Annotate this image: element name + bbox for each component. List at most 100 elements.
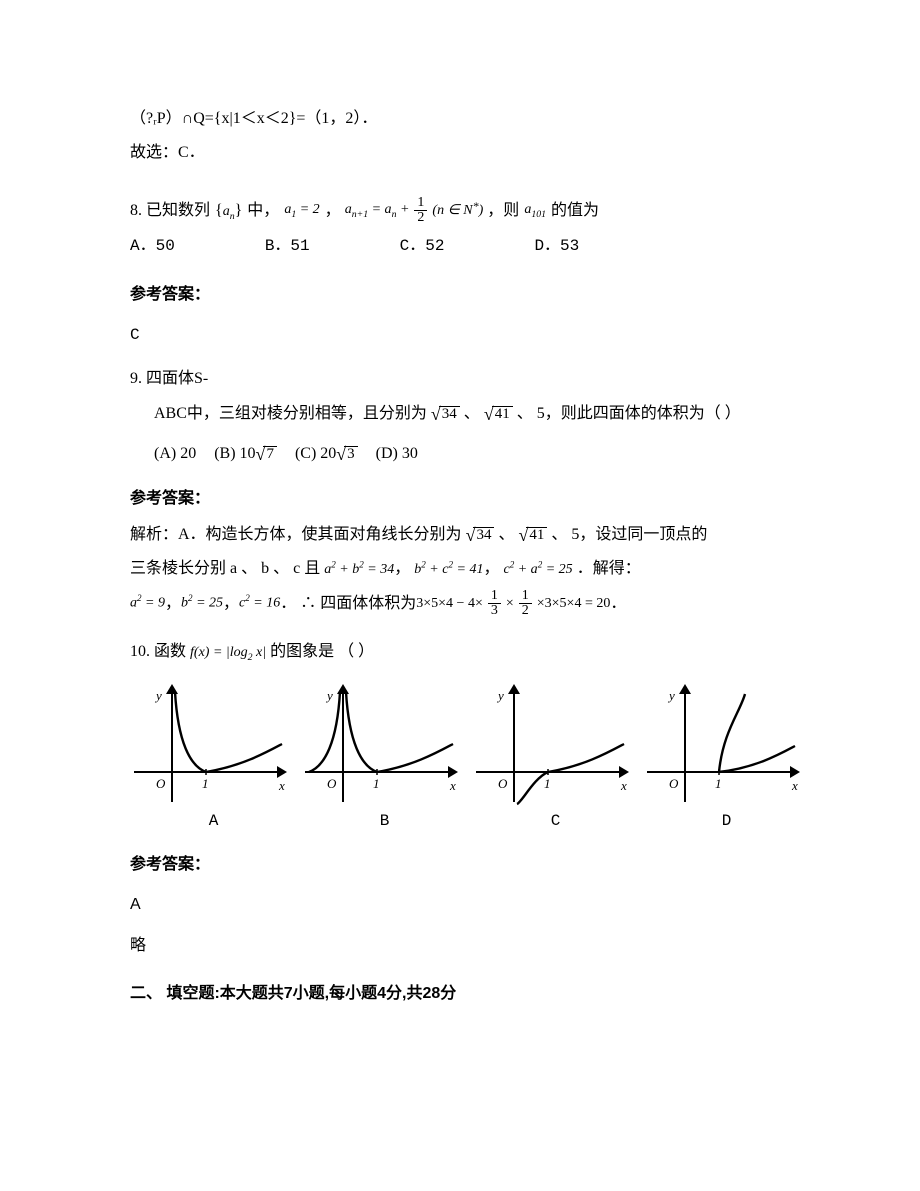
svg-text:x: x [449,778,456,793]
graph-a: yxO1 [130,676,297,806]
t: 8. 已知数列 [130,202,210,219]
r: 7 [263,446,277,462]
sep: 、 [498,526,514,543]
q9-options: (A) 20 (B) 10√7 (C) 20√3 (D) 30 [130,439,810,469]
sqrt34: √34 [431,406,460,423]
optC: C．52 [400,231,445,261]
q10-lue: 略 [130,931,810,961]
graph-labels: A B C D [130,806,810,836]
a1: a1 = 2 [283,196,320,225]
q10-ref: 参考答案： [130,850,810,880]
lblB: B [301,806,468,836]
optA: (A) 20 [154,439,196,469]
sqrt41b: √41 [518,527,547,544]
q8-stem: 8. 已知数列 {an} 中， a1 = 2 ， an+1 = an + 12 … [130,195,810,227]
svg-text:1: 1 [373,776,380,791]
lblC: C [472,806,639,836]
t: 三条棱长分别 a 、 b 、 c 且 [130,560,320,577]
c: 20 [320,445,336,462]
svg-text:1: 1 [715,776,722,791]
svg-text:x: x [620,778,627,793]
svg-text:1: 1 [202,776,209,791]
section-2-heading: 二、 填空题:本大题共7小题,每小题4分,共28分 [130,979,810,1009]
volume-expr: 3×5×4 − 4× 13 × 12 ×3×5×4 = 20 [416,589,610,619]
c: 10 [240,445,256,462]
t: ，则 [487,202,519,219]
q9-l2: ABC中，三组对棱分别相等，且分别为 √34 、 √41 、 5，则此四面体的体… [130,399,810,429]
t: ．解得： [577,560,641,577]
a101: a101 [523,196,547,225]
a: 41 [492,406,513,422]
t: 的值为 [551,202,599,219]
t: ABC中，三组对棱分别相等，且分别为 [154,405,427,422]
t: ． ∴ 四面体体积为 [280,589,416,619]
prev-solution-choice: 故选：C． [130,138,810,168]
optD: (D) 30 [376,439,418,469]
svg-text:y: y [496,688,504,703]
svg-text:x: x [278,778,285,793]
p: (B) [214,445,239,462]
svg-text:y: y [667,688,675,703]
t: 的图象是 （ ） [270,643,374,660]
n: 1 [414,196,427,212]
optA: A．50 [130,231,175,261]
t: 解析：A．构造长方体，使其面对角线长分别为 [130,526,462,543]
q9-l1: 9. 四面体S- [130,364,810,394]
prev-solution-expr: （?ᵣP）∩Q={x|1＜x＜2}=（1，2）． [130,104,810,134]
seq-an: {an} [214,195,243,227]
eq1: a2 + b2 = 34 [324,562,394,577]
b: ×3×5×4 = 20 [537,591,611,618]
text: （?ᵣP）∩Q={x|1＜x＜2}=（1，2）． [130,110,377,127]
p: (C) [295,445,320,462]
t: 、 5，设过同一顶点的 [551,526,707,543]
a: 34 [473,527,494,543]
sqrt34b: √34 [466,527,495,544]
optB: (B) 10√7 [214,439,277,469]
q9-sol-1: 解析：A．构造长方体，使其面对角线长分别为 √34 、 √41 、 5，设过同一… [130,520,810,550]
t: ， [325,202,341,219]
svg-text:y: y [325,688,333,703]
lblD: D [643,806,810,836]
q8-ref: 参考答案： [130,280,810,310]
eq4: a2 = 9 [130,590,165,617]
graph-b: y x O 1 [301,676,468,806]
fx: f(x) = |log2 x| [190,645,266,660]
q10-answer: A [130,890,810,920]
t: 10. 函数 [130,643,186,660]
svg-text:y: y [154,688,162,703]
svg-text:1: 1 [544,776,551,791]
dot: ． [610,589,626,619]
t: 中， [247,202,279,219]
q8-options: A．50 B．51 C．52 D．53 [130,231,810,261]
eq5: b2 = 25 [181,590,223,617]
svg-text:O: O [669,776,679,791]
d: 2 [519,604,532,619]
eq6: c2 = 16 [239,590,280,617]
q9-ref: 参考答案： [130,484,810,514]
a: 34 [439,406,460,422]
eq2: b2 + c2 = 41 [414,562,483,577]
graph-d: y x O 1 [643,676,810,806]
n: 1 [519,589,532,605]
q8-answer: C [130,320,810,350]
n: 1 [488,589,501,605]
r: 3 [344,446,358,462]
sep: 、 [464,405,480,422]
sqrt41: √41 [484,406,513,423]
t: 、 5，则此四面体的体积为（ ） [517,405,741,422]
svg-text:x: x [791,778,798,793]
recurrence: an+1 = an + 12 (n ∈ N*) [345,196,484,226]
d: 3 [488,604,501,619]
d: 2 [414,211,427,226]
graph-c: y x O 1 [472,676,639,806]
text: 故选：C． [130,144,205,161]
svg-text:O: O [327,776,337,791]
a: 3×5×4 − 4× [416,591,483,618]
q9-sol-3: a2 = 9， b2 = 25， c2 = 16 ． ∴ 四面体体积为 3×5×… [130,589,810,619]
svg-text:O: O [498,776,508,791]
x: × [506,591,514,618]
a: 41 [526,527,547,543]
q9-sol-2: 三条棱长分别 a 、 b 、 c 且 a2 + b2 = 34， b2 + c2… [130,554,810,584]
optC: (C) 20√3 [295,439,358,469]
eq3: c2 + a2 = 25 [503,562,572,577]
